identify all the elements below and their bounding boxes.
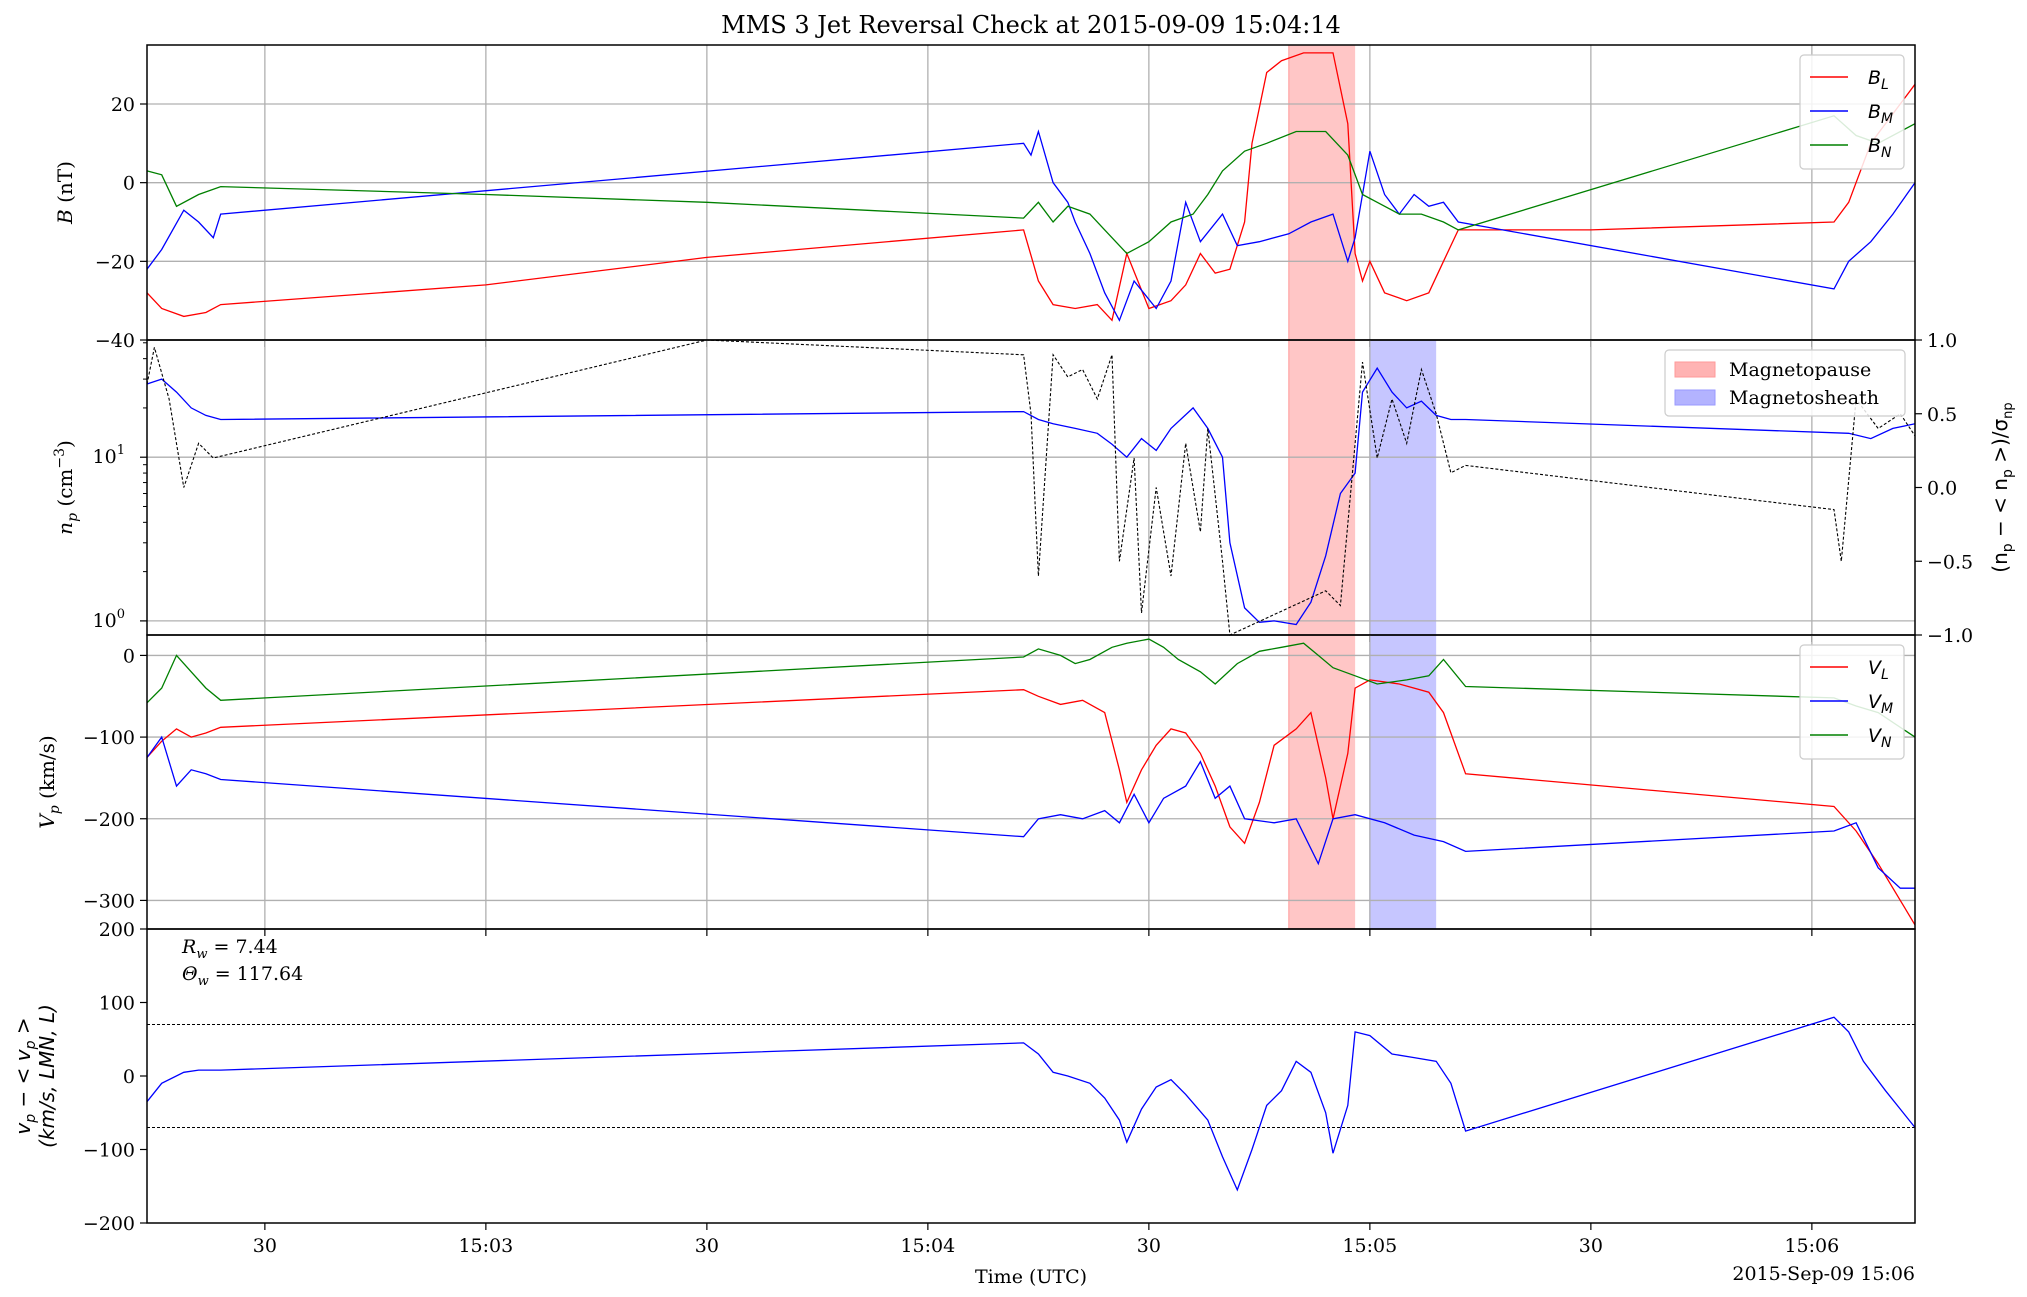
time-axis-label: Time (UTC) [975,1266,1087,1288]
magnetopause-interval [1288,45,1356,929]
x-tick-label: 30 [695,1235,719,1257]
x-tick-label: 30 [253,1235,277,1257]
legend-box [1799,644,1905,760]
y-tick-label: 200 [99,919,135,941]
series-v-m [146,735,1915,889]
legend-label: VN [1868,725,1892,751]
y-tick-label: 100 [99,993,135,1015]
y-tick-label: −100 [83,727,135,749]
y-axis-label: np (cm−3) [52,440,81,535]
y-tick-label: −20 [95,251,135,273]
y-axis-label: vp − < vp > [11,1017,39,1134]
y-tick-label: −300 [83,890,135,912]
x-tick-label: 15:03 [458,1235,513,1257]
series-v-n [146,638,1916,738]
series-b-m [146,129,1916,322]
x-tick-label: 30 [1137,1235,1161,1257]
y2-axis-label: (np − < np >)/σnp [1988,402,2016,572]
x-tick-label: 15:06 [1784,1235,1839,1257]
y-axis-label-units: (km/s, LMN, L) [35,1004,59,1148]
legend-label-magnetopause: Magnetopause [1729,359,1871,381]
y-tick-label: −200 [83,1213,135,1235]
x-tick-label: 30 [1579,1235,1603,1257]
y2-tick-label: −0.5 [1927,551,1973,573]
legend-swatch-magnetopause [1674,361,1716,378]
series--n-p-n-p-np [146,339,1916,636]
legend-label: BL [1868,67,1889,93]
x-tick-label: 15:04 [900,1235,955,1257]
date-label: 2015-Sep-09 15:06 [1732,1263,1915,1285]
panel-frame [146,928,1916,1224]
annotation-theta: Θw = 117.64 [182,963,303,989]
legend-box [1664,349,1906,417]
y-tick-label: −40 [95,330,135,352]
y-tick-label: −200 [83,809,135,831]
annotation-rw: Rw = 7.44 [181,936,278,962]
series-n-p [146,366,1916,626]
legend-label: VM [1868,691,1893,717]
y-tick-label: 0 [123,1066,135,1088]
legend-label: BM [1868,101,1893,127]
y-tick-label: 0 [123,645,135,667]
y-tick-label: 0 [123,173,135,195]
y2-tick-label: 1.0 [1927,330,1957,352]
figure-title: MMS 3 Jet Reversal Check at 2015-09-09 1… [721,11,1341,39]
y2-tick-label: 0.5 [1927,404,1957,426]
y2-tick-label: −1.0 [1927,625,1973,647]
legend-label: VL [1868,657,1889,683]
series-v-p-v-p- [146,1016,1916,1192]
y-axis-label: Vp (km/s) [35,735,63,828]
y-tick-label: −100 [83,1140,135,1162]
y2-tick-label: 0.0 [1927,478,1957,500]
legend-label-magnetosheath: Magnetosheath [1729,387,1879,409]
series-v-l [146,679,1916,926]
y-axis-label: B (nT) [53,161,77,225]
legend-box [1799,54,1905,170]
y-tick-label: 20 [111,94,135,116]
series-b-n [146,115,1916,255]
legend-label: BN [1868,135,1892,161]
x-tick-label: 15:05 [1342,1235,1397,1257]
legend-swatch-magnetosheath [1674,389,1716,406]
